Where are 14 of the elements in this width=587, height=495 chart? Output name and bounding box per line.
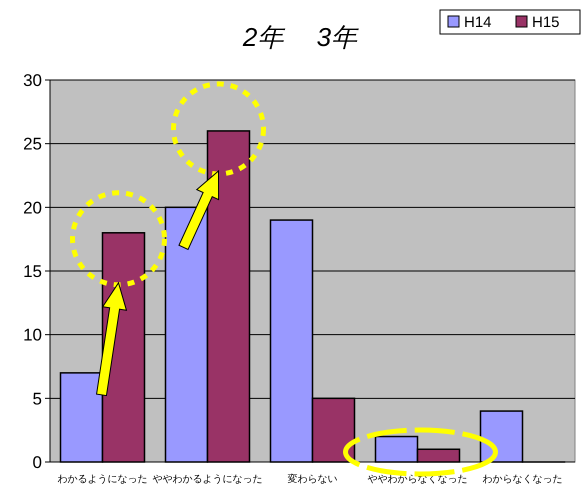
legend-label: H14 [464, 14, 492, 31]
y-tick-label: 25 [23, 134, 42, 154]
x-tick-label: ややわかるようになった [152, 474, 262, 485]
y-tick-label: 15 [23, 262, 42, 281]
legend-label: H15 [532, 14, 560, 31]
chart-title: 2年 3年 [242, 22, 360, 52]
x-tick-label: 変わらない [288, 473, 338, 485]
y-tick-label: 20 [23, 198, 42, 218]
x-tick-label: わからなくなった [482, 474, 562, 485]
y-tick-label: 0 [32, 453, 42, 472]
x-tick-label: わかるようになった [58, 474, 148, 485]
y-tick-label: 10 [23, 326, 42, 345]
y-tick-label: 30 [23, 71, 42, 90]
y-tick-label: 5 [32, 389, 42, 408]
